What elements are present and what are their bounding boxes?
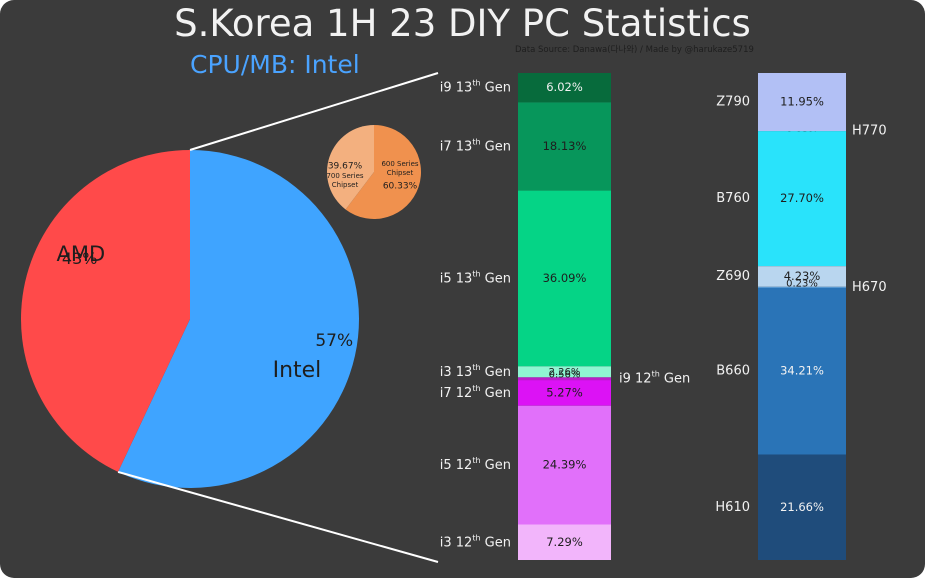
pie-label-amd: AMD xyxy=(56,242,105,266)
cpu-label-i3-12th-gen: i3 12th Gen xyxy=(440,533,511,550)
connector-line-top xyxy=(189,72,439,151)
cpu-label-i9-13th-gen: i9 13th Gen xyxy=(440,78,511,95)
chipset-600-value: 60.33% xyxy=(383,182,418,192)
cpu-label-i7-12th-gen: i7 12th Gen xyxy=(440,383,511,400)
cpu-value-i7-13th-gen: 18.13% xyxy=(543,139,587,153)
cpu-value-i9-12th-gen: 0.56% xyxy=(549,370,581,381)
chipset-value-h610: 21.66% xyxy=(780,500,824,514)
chipset-segment-b660 xyxy=(758,287,846,455)
chipset-label-b660: B660 xyxy=(716,364,750,379)
cpu-segment-i3-13th-gen xyxy=(518,366,611,378)
cpu-label-i3-13th-gen: i3 13th Gen xyxy=(440,362,511,379)
pie-value-intel: 57% xyxy=(315,331,353,351)
cpu-segment-i5-12th-gen xyxy=(518,405,611,525)
cpu-segment-i9-12th-gen xyxy=(518,377,611,381)
chart-subtitle: CPU/MB: Intel xyxy=(190,50,360,79)
chipset-segment-z690 xyxy=(758,266,846,287)
pie-label-intel: Intel xyxy=(273,358,322,383)
chipset-value-b660: 34.21% xyxy=(780,364,824,378)
chipset-label-h670: H670 xyxy=(852,280,887,295)
chipset-label-b760: B760 xyxy=(716,191,750,206)
chipset-600-label: 600 Series xyxy=(381,160,418,168)
cpu-value-i9-13th-gen: 6.02% xyxy=(546,80,583,94)
data-source-note: Data Source: Danawa(다나와) / Made by @haru… xyxy=(515,45,754,55)
chipset-600-label-2: Chipset xyxy=(387,169,414,177)
cpu-value-i3-13th-gen: 2.26% xyxy=(549,367,581,378)
cpu-segment-i3-12th-gen xyxy=(518,524,611,560)
chipset-700-label: 700 Series xyxy=(326,172,363,180)
chipset-value-z790: 11.95% xyxy=(780,95,824,109)
chipset-segment-b760 xyxy=(758,131,846,267)
chipset-value-z690: 4.23% xyxy=(784,269,821,283)
cpu-label-i9-12th-gen: i9 12th Gen xyxy=(619,369,690,386)
pie-slice-amd xyxy=(21,150,191,472)
cpu-label-i5-12th-gen: i5 12th Gen xyxy=(440,456,511,473)
chipset-700-label-2: Chipset xyxy=(332,181,359,189)
cpu-label-i7-13th-gen: i7 13th Gen xyxy=(440,137,511,154)
cpu-value-i7-12th-gen: 5.27% xyxy=(546,385,583,399)
chipset-value-h670: 0.23% xyxy=(786,278,818,289)
pie-value-amd: 43% xyxy=(62,249,98,268)
chipset-label-h610: H610 xyxy=(715,500,750,515)
cpu-value-i5-12th-gen: 24.39% xyxy=(543,458,587,472)
chipset-label-h770: H770 xyxy=(852,124,887,139)
cpu-segment-i7-13th-gen xyxy=(518,102,611,191)
chipset-segment-h670 xyxy=(758,286,846,288)
cpu-segment-i7-12th-gen xyxy=(518,380,611,406)
chipset-700-value: 39.67% xyxy=(328,162,363,172)
chart-title: S.Korea 1H 23 DIY PC Statistics xyxy=(174,2,751,45)
cpu-segment-i9-13th-gen xyxy=(518,73,611,103)
cpu-value-i5-13th-gen: 36.09% xyxy=(543,271,587,285)
chipset-slice-600-series-chipset xyxy=(345,125,422,219)
pie-slice-intel xyxy=(118,150,359,488)
connector-line-bottom xyxy=(117,470,439,563)
chipset-slice-700-series-chipset xyxy=(327,125,374,210)
cpu-value-i3-12th-gen: 7.29% xyxy=(546,535,583,549)
cpu-label-i5-13th-gen: i5 13th Gen xyxy=(440,269,511,286)
cpu-segment-i5-13th-gen xyxy=(518,190,611,367)
chipset-label-z690: Z690 xyxy=(716,269,750,284)
chipset-segment-h610 xyxy=(758,454,846,560)
chipset-segment-z790 xyxy=(758,73,846,132)
chipset-value-b760: 27.70% xyxy=(780,191,824,205)
chipset-label-z790: Z790 xyxy=(716,95,750,110)
